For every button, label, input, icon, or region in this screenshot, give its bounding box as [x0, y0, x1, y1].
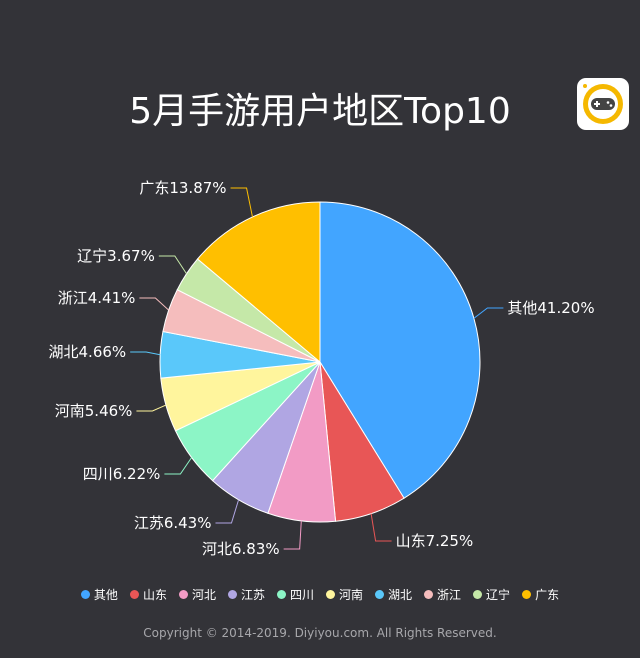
legend-swatch [129, 590, 139, 599]
legend-swatch [473, 590, 483, 599]
legend-label: 河南 [339, 588, 364, 602]
legend-label: 其他 [93, 588, 118, 602]
legend-item-辽宁[interactable]: 辽宁 [473, 586, 510, 603]
legend-swatch [276, 590, 286, 599]
pie-chart: 其他41.20% 山东7.25% 河北6.83% 江苏6.43% 四川6.22% 河南5.… [49, 179, 595, 558]
leader-line-江苏 [215, 499, 240, 524]
leader-line-河南 [136, 404, 167, 412]
legend-swatch [424, 590, 434, 599]
legend-swatch [522, 590, 532, 599]
legend-swatch [326, 590, 335, 599]
legend-label: 浙江 [437, 588, 462, 602]
legend-item-其他[interactable]: 其他 [80, 586, 118, 603]
chart-legend: 其他 山东 河北 江苏 四川 河南 湖北 浙江 辽宁 广东 [0, 586, 640, 603]
leader-line-河北 [283, 520, 302, 550]
data-label-其他: 其他41.20% [507, 299, 594, 317]
legend-item-湖北[interactable]: 湖北 [375, 586, 412, 603]
legend-label: 四川 [289, 588, 314, 602]
data-label-山东: 山东7.25% [396, 532, 474, 550]
legend-label: 广东 [535, 588, 560, 602]
legend-item-河南[interactable]: 河南 [326, 586, 363, 603]
leader-line-湖北 [130, 351, 161, 356]
legend-item-广东[interactable]: 广东 [522, 586, 559, 603]
data-label-河北: 河北6.83% [202, 540, 280, 558]
chart-title: 5月手游用户地区Top10 [129, 91, 511, 132]
legend-swatch [178, 590, 188, 599]
leader-line-山东 [370, 513, 392, 542]
data-label-江苏: 江苏6.43% [134, 514, 212, 532]
legend-label: 河北 [191, 588, 216, 602]
legend-item-四川[interactable]: 四川 [276, 586, 314, 603]
legend-swatch [80, 590, 90, 599]
legend-item-浙江[interactable]: 浙江 [424, 586, 461, 603]
leader-line-其他 [473, 307, 504, 319]
data-label-湖北: 湖北4.66% [49, 343, 127, 361]
data-label-四川: 四川6.22% [83, 465, 161, 483]
legend-label: 湖北 [388, 588, 413, 602]
legend-swatch [375, 590, 385, 599]
pie-slice-其他 [319, 201, 481, 499]
leader-line-广东 [230, 187, 253, 218]
pie-slice-广东 [196, 201, 321, 364]
legend-label: 江苏 [240, 588, 265, 602]
data-label-浙江: 浙江4.41% [58, 289, 136, 307]
copyright-text: Copyright © 2014-2019. Diyiyou.com. All … [143, 626, 497, 640]
leader-line-辽宁 [158, 255, 187, 275]
legend-item-山东[interactable]: 山东 [129, 586, 167, 603]
data-label-辽宁: 辽宁3.67% [77, 247, 155, 265]
legend-label: 辽宁 [486, 588, 511, 602]
leader-line-四川 [164, 457, 193, 475]
gamepad-icon [577, 78, 629, 130]
legend-label: 山东 [142, 588, 167, 602]
leader-line-浙江 [139, 297, 169, 311]
legend-item-江苏[interactable]: 江苏 [227, 586, 265, 603]
legend-item-河北[interactable]: 河北 [178, 586, 216, 603]
legend-swatch [227, 590, 237, 599]
data-label-河南: 河南5.46% [55, 402, 133, 420]
data-label-广东: 广东13.87% [139, 179, 226, 197]
